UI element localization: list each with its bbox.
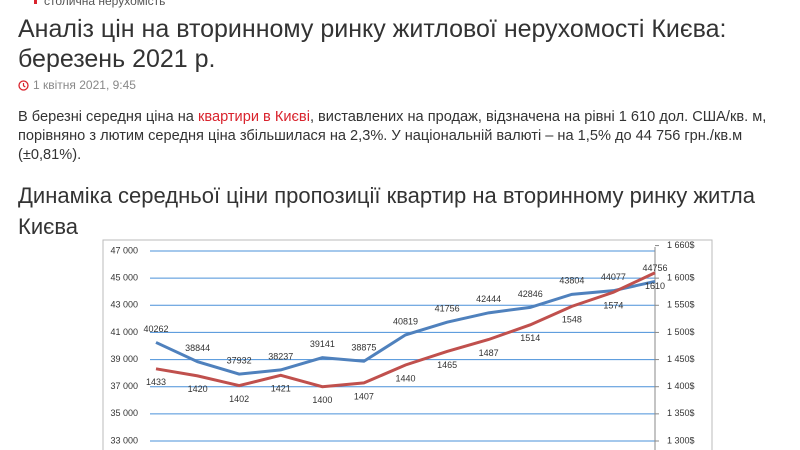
y2-tick-label: 1 500$ — [667, 327, 695, 337]
data-label: 1487 — [479, 348, 499, 358]
y2-tick-label: 1 660$ — [667, 240, 695, 250]
y-tick-label: 33 000 — [110, 435, 138, 445]
data-label: 1514 — [520, 333, 540, 343]
article-title: Аналіз цін на вторинному ринку житлової … — [18, 15, 727, 73]
chart-frame — [102, 239, 713, 450]
series-line — [155, 279, 656, 376]
y2-tick-label: 1 400$ — [667, 381, 695, 391]
data-label: 38237 — [268, 351, 293, 361]
data-label: 1421 — [271, 384, 291, 394]
data-label: 38844 — [185, 343, 210, 353]
data-label: 39141 — [310, 339, 335, 349]
clock-icon — [18, 80, 29, 91]
y2-tick-label: 1 550$ — [667, 300, 695, 310]
data-label: 42846 — [518, 289, 543, 299]
data-label: 1574 — [603, 301, 623, 311]
data-label: 38875 — [351, 343, 376, 353]
data-label: 41756 — [435, 304, 460, 314]
y-tick-label: 47 000 — [110, 245, 138, 255]
y2-tick-label: 1 300$ — [667, 435, 695, 445]
data-label: 40819 — [393, 316, 418, 326]
date-text: 1 квітня 2021, 9:45 — [33, 78, 136, 92]
y-tick-label: 37 000 — [110, 381, 138, 391]
y2-tick-label: 1 450$ — [667, 354, 695, 364]
data-label: 44756 — [642, 263, 667, 273]
breadcrumb[interactable]: столична нерухомість — [44, 0, 166, 8]
data-label: 42444 — [476, 294, 501, 304]
y-tick-label: 41 000 — [110, 327, 138, 337]
link[interactable]: квартири в Києві — [197, 109, 310, 125]
text: , виставлених на продаж, відзначена на р… — [18, 109, 767, 163]
data-label: 1400 — [312, 395, 332, 405]
date: 1 квітня 2021, 9:45 — [18, 78, 136, 92]
data-label: 1440 — [395, 373, 415, 383]
y-tick-label: 35 000 — [110, 408, 138, 418]
crumb-marker — [34, 0, 37, 4]
y-tick-label: 43 000 — [110, 300, 138, 310]
y-tick-label: 45 000 — [110, 273, 138, 283]
data-label: 1407 — [354, 391, 374, 401]
data-label: 1433 — [146, 377, 166, 387]
data-label: 44077 — [601, 272, 626, 282]
data-label: 1465 — [437, 360, 457, 370]
paragraph: В березні середня ціна на квартири в Киє… — [18, 108, 778, 165]
y-tick-label: 39 000 — [110, 354, 138, 364]
data-label: 1420 — [188, 384, 208, 394]
data-label: 40262 — [143, 324, 168, 334]
data-label: 1402 — [229, 394, 249, 404]
data-label: 1610 — [645, 281, 665, 291]
chart-heading: Динаміка середньої ціни пропозиції кварт… — [18, 183, 755, 239]
y2-tick-label: 1 600$ — [667, 273, 695, 283]
data-label: 43804 — [559, 276, 584, 286]
data-label: 37932 — [227, 355, 252, 365]
y2-tick-label: 1 350$ — [667, 408, 695, 418]
data-label: 1548 — [562, 315, 582, 325]
series-line — [155, 271, 656, 389]
text: В березні середня ціна на — [18, 109, 198, 125]
